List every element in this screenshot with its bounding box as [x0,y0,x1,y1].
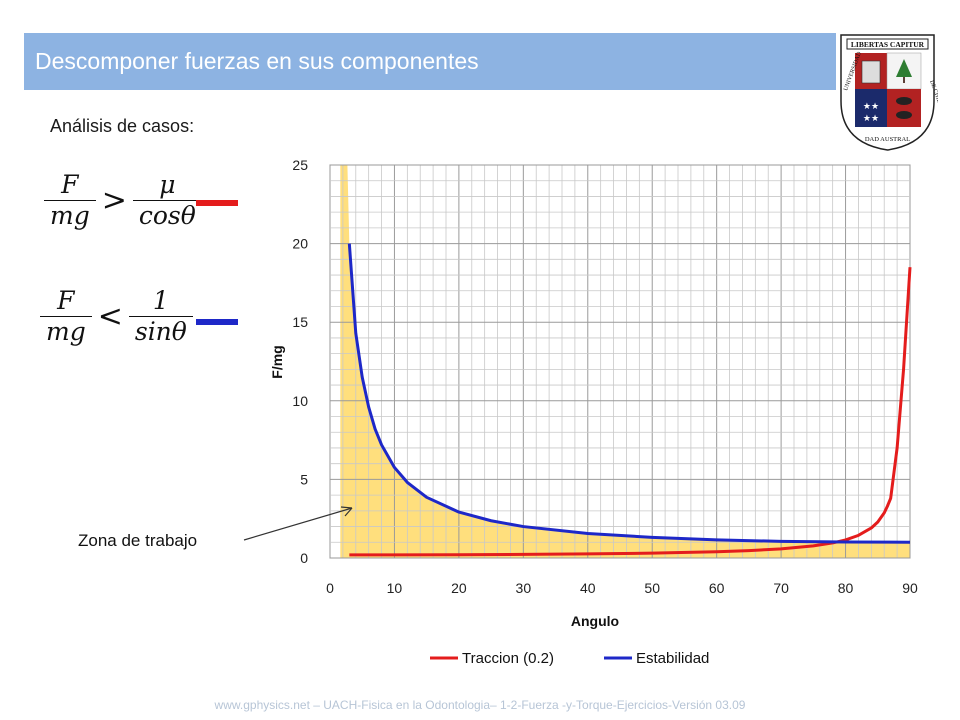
formula-2-den: mg [40,316,92,345]
y-tick-label: 20 [292,236,308,252]
x-tick-label: 40 [580,580,596,596]
x-tick-label: 80 [838,580,854,596]
y-tick-label: 0 [300,550,308,566]
x-tick-label: 10 [387,580,403,596]
legend-label-traccion: Traccion (0.2) [462,650,554,667]
svg-text:★★: ★★ [863,113,879,123]
formula-2-num: F [57,286,75,315]
series-line-estabilidad [347,243,911,544]
university-logo: LIBERTAS CAPITUR ★★ ★★ UNIVERSIDAD DAD A… [840,34,938,151]
title-bar: Descomponer fuerzas en sus componentes [24,33,836,90]
formula-2-relation: < [97,299,123,335]
plot-area [329,164,911,559]
zona-de-trabajo-area [340,165,910,558]
x-tick-label: 30 [516,580,532,596]
formula-2-rhs-den: sinθ [128,316,193,345]
x-axis-label: Angulo [571,613,619,629]
y-axis-label: F/mg [269,345,285,378]
formula-1-num: F [61,170,79,199]
annotation-zona-de-trabajo: Zona de trabajo [78,531,198,550]
x-tick-label: 50 [644,580,660,596]
subtitle: Análisis de casos: [50,116,195,136]
x-tick-label: 0 [326,580,334,596]
logo-right-text: DE CHILE [928,80,938,108]
legend-label-estabilidad: Estabilidad [636,650,709,667]
footer: www.gphysics.net – UACH-Fisica en la Odo… [214,698,746,712]
formula-1-relation: > [101,183,127,219]
formula-1-rhs-num: μ [159,170,176,199]
formula-2-color-swatch [196,319,238,325]
logo-top-text: LIBERTAS CAPITUR [851,40,925,49]
x-tick-label: 70 [773,580,789,596]
formula-1-rhs-den: cosθ [132,200,202,229]
x-tick-label: 60 [709,580,725,596]
logo-bottom-text: DAD AUSTRAL [865,136,910,143]
y-tick-label: 5 [300,471,308,487]
x-tick-label: 90 [902,580,918,596]
annotation-arrow [243,507,353,541]
y-tick-label: 15 [292,314,308,330]
formula-2-rhs-num: 1 [152,286,169,315]
y-tick-label: 10 [292,393,308,409]
annotation-arrow-head [340,506,353,517]
x-tick-label: 20 [451,580,467,596]
formula-1-den: mg [44,200,96,229]
formula-1-color-swatch [196,200,238,206]
slide-title: Descomponer fuerzas en sus componentes [35,48,479,74]
y-tick-label: 25 [292,157,308,173]
svg-text:★★: ★★ [863,101,879,111]
